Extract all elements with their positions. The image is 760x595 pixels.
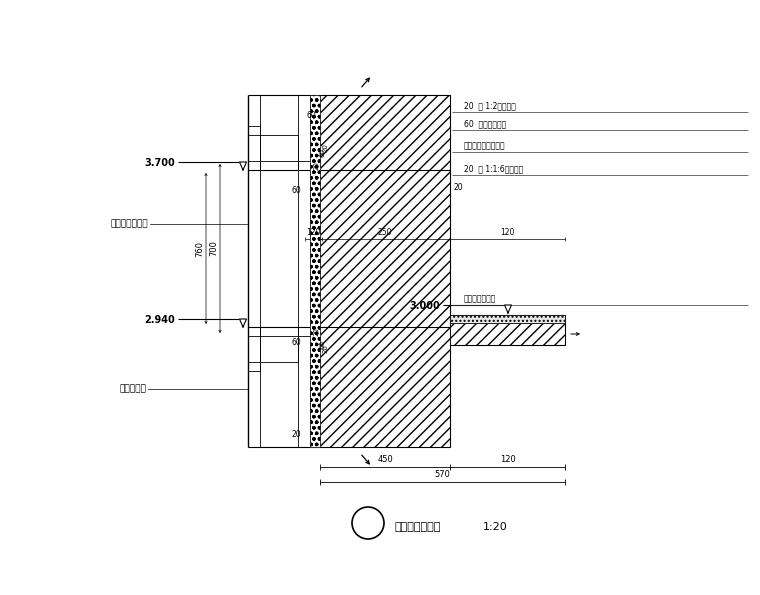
Text: 20: 20	[314, 161, 320, 170]
Bar	[450, 315, 565, 323]
Text: 20  厚 1:1:6混合沙浆: 20 厚 1:1:6混合沙浆	[464, 164, 523, 173]
Polygon shape	[505, 305, 511, 313]
Text: 60: 60	[319, 340, 325, 349]
Text: 2.940: 2.940	[144, 315, 175, 325]
Bar	[310, 95, 320, 447]
Text: 450: 450	[377, 455, 393, 464]
Text: 60: 60	[319, 148, 325, 157]
Text: 20: 20	[453, 183, 463, 192]
Text: 1:20: 1:20	[483, 522, 508, 532]
Text: 60: 60	[291, 186, 301, 195]
Polygon shape	[239, 319, 246, 327]
Text: 120: 120	[499, 455, 515, 464]
Text: 乳白色外墙面砖: 乳白色外墙面砖	[110, 219, 148, 228]
Bar	[320, 95, 450, 447]
Text: 20: 20	[323, 345, 329, 353]
Text: 山墙一层顶线角: 山墙一层顶线角	[394, 522, 440, 532]
Text: 现浇钙筋混凝土楼板: 现浇钙筋混凝土楼板	[464, 141, 505, 150]
Text: 20: 20	[323, 143, 329, 152]
Text: 60  厚炉渣混凝土: 60 厚炉渣混凝土	[464, 119, 506, 128]
Text: 3.700: 3.700	[144, 158, 175, 168]
Bar	[450, 323, 565, 345]
Text: 刷白刷白色涂料: 刷白刷白色涂料	[464, 294, 496, 303]
Text: 120: 120	[306, 227, 321, 236]
Polygon shape	[239, 162, 246, 170]
Text: 700: 700	[209, 240, 218, 256]
Text: 760: 760	[195, 240, 204, 256]
Text: 20: 20	[314, 327, 320, 336]
Text: 120: 120	[500, 227, 515, 236]
Text: 3.000: 3.000	[409, 301, 440, 311]
Text: 60: 60	[291, 338, 301, 347]
Text: 60: 60	[306, 111, 315, 120]
Text: 20: 20	[291, 430, 301, 439]
Text: 20  厚 1:2水泥沙浆: 20 厚 1:2水泥沙浆	[464, 101, 516, 110]
Text: 250: 250	[378, 227, 392, 236]
Text: 570: 570	[435, 470, 451, 479]
Text: 刷白色涂料: 刷白色涂料	[119, 384, 146, 393]
